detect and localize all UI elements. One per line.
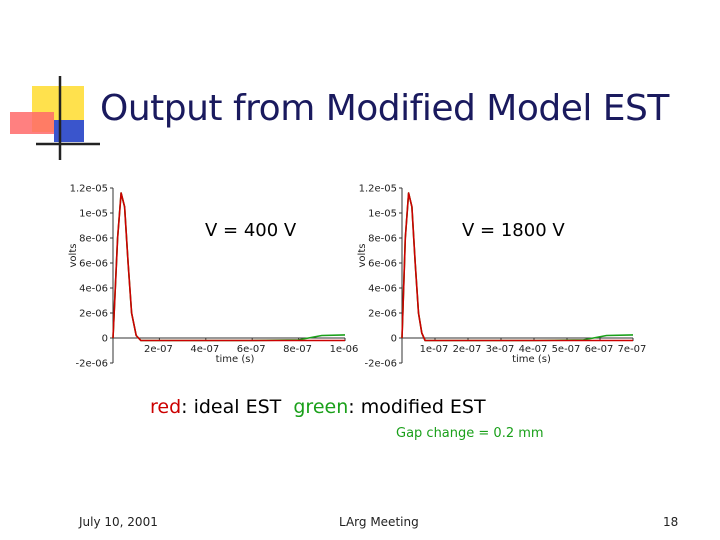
x-tick-label: 7e-07 [618, 344, 647, 355]
y-tick-label: 0 [391, 334, 397, 345]
series-red-line [401, 192, 633, 342]
y-tick-label: 2e-06 [368, 309, 397, 320]
footer-meeting: LArg Meeting [339, 515, 419, 529]
y-tick-label: 1e-05 [368, 209, 397, 220]
y-tick-label: 1e-05 [79, 209, 108, 220]
x-axis-label: time (s) [512, 354, 551, 365]
logo-red-bar [10, 112, 54, 134]
x-tick-label: 3e-07 [486, 344, 515, 355]
legend-red-text: : ideal EST [181, 396, 282, 418]
y-tick-label: 6e-06 [79, 259, 108, 270]
y-tick-label: 8e-06 [368, 234, 397, 245]
chart-400v: 1.2e-05 1e-05 8e-06 6e-06 4e-06 2e-06 0 -2e-06 2… [68, 184, 358, 370]
legend-green-word: green [293, 396, 349, 418]
legend-red-word: red [150, 396, 182, 418]
series-green-line [401, 192, 634, 342]
x-tick-label: 6e-07 [237, 344, 266, 355]
legend-green-text: : modified EST [348, 396, 486, 418]
footer-page-number: 18 [663, 515, 679, 529]
x-tick-label: 4e-07 [519, 344, 548, 355]
plots-area: 1.2e-05 1e-05 8e-06 6e-06 4e-06 2e-06 0 -2e-06 2… [68, 184, 646, 370]
y-tick-label: 8e-06 [79, 234, 108, 245]
chart-1800v: 1.2e-05 1e-05 8e-06 6e-06 4e-06 2e-06 0 -2e-06 1… [357, 184, 646, 370]
logo-blue-square [54, 120, 84, 142]
y-tick-label: -2e-06 [365, 359, 397, 370]
x-tick-label: 6e-07 [585, 344, 614, 355]
x-tick-label: 1e-06 [330, 344, 359, 355]
x-tick-label: 8e-07 [283, 344, 312, 355]
y-axis-label: volts [357, 244, 368, 268]
chart-voltage-label: V = 1800 V [462, 220, 565, 241]
legend: red: ideal EST green: modified EST [150, 396, 486, 418]
x-tick-label: 5e-07 [552, 344, 581, 355]
x-axis-label: time (s) [216, 354, 255, 365]
x-tick-label: 2e-07 [453, 344, 482, 355]
y-tick-label: 0 [102, 334, 108, 345]
series-green-line [112, 192, 346, 342]
series-red-line [112, 192, 345, 342]
y-axis-label: volts [68, 244, 79, 268]
slide-logo [10, 76, 100, 160]
y-tick-label: 1.2e-05 [359, 184, 397, 195]
x-tick-label: 4e-07 [190, 344, 219, 355]
x-tick-label: 1e-07 [420, 344, 449, 355]
y-tick-label: 4e-06 [368, 284, 397, 295]
slide-title: Output from Modified Model EST [100, 88, 669, 129]
y-tick-label: 6e-06 [368, 259, 397, 270]
y-tick-label: 2e-06 [79, 309, 108, 320]
y-tick-label: 4e-06 [79, 284, 108, 295]
x-tick-label: 2e-07 [144, 344, 173, 355]
footer-date: July 10, 2001 [79, 515, 158, 529]
chart-voltage-label: V = 400 V [205, 220, 297, 241]
gap-change-note: Gap change = 0.2 mm [396, 426, 544, 441]
y-tick-label: 1.2e-05 [70, 184, 108, 195]
y-tick-label: -2e-06 [76, 359, 108, 370]
